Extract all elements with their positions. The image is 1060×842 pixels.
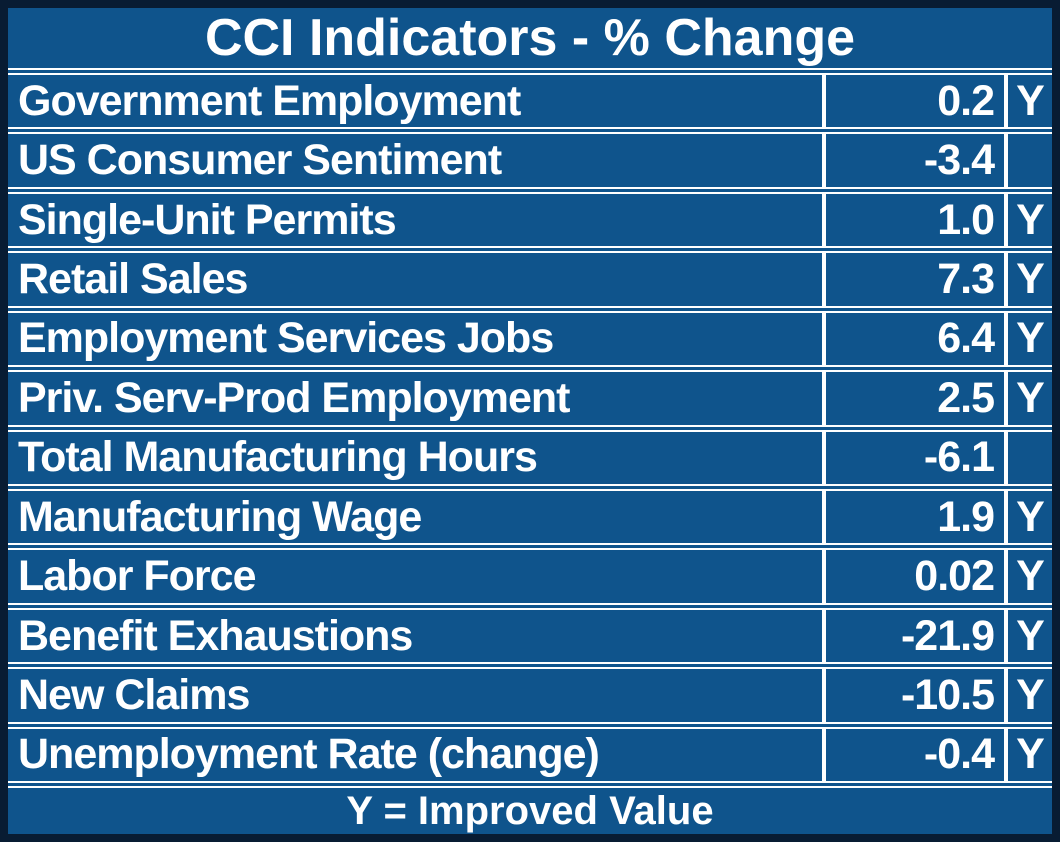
indicator-label: Government Employment (8, 75, 826, 128)
improved-flag: Y (1016, 492, 1045, 541)
indicator-value: 6.4 (826, 312, 1008, 366)
improved-flag: Y (1016, 611, 1045, 660)
indicator-value: 2.5 (826, 372, 1008, 425)
table-row: Manufacturing Wage 1.9 Y (8, 490, 1052, 551)
indicator-label: Employment Services Jobs (8, 312, 826, 366)
indicator-label: Total Manufacturing Hours (8, 431, 826, 484)
indicator-label: Priv. Serv-Prod Employment (8, 372, 826, 425)
table-row: Single-Unit Permits 1.0 Y (8, 193, 1052, 254)
indicator-value: -10.5 (826, 669, 1008, 722)
table-row: Retail Sales 7.3 Y (8, 253, 1052, 313)
indicator-value: 7.3 (826, 253, 1008, 306)
improved-flag (1008, 134, 1052, 186)
table-row: Priv. Serv-Prod Employment 2.5 Y (8, 372, 1052, 432)
indicator-value: -6.1 (826, 431, 1008, 484)
indicator-label: Manufacturing Wage (8, 490, 826, 544)
table-row: US Consumer Sentiment -3.4 (8, 134, 1052, 194)
indicator-label: Benefit Exhaustions (8, 609, 826, 663)
table-row: Unemployment Rate (change) -0.4 Y (8, 728, 1052, 789)
improved-flag: Y (1016, 552, 1045, 601)
table-title: CCI Indicators - % Change (8, 8, 1052, 75)
improved-flag: Y (1016, 76, 1045, 125)
improved-flag: Y (1016, 195, 1045, 244)
table-row: Total Manufacturing Hours -6.1 (8, 431, 1052, 491)
table-row: New Claims -10.5 Y (8, 669, 1052, 729)
indicator-label: Single-Unit Permits (8, 193, 826, 247)
table-legend-note: Y = Improved Value (346, 788, 714, 833)
table-row: Employment Services Jobs 6.4 Y (8, 312, 1052, 373)
indicator-label: US Consumer Sentiment (8, 134, 826, 187)
indicator-value: 0.2 (826, 75, 1008, 128)
indicator-label: Labor Force (8, 550, 826, 603)
indicator-label: New Claims (8, 669, 826, 722)
improved-flag: Y (1016, 314, 1045, 363)
table-row: Benefit Exhaustions -21.9 Y (8, 609, 1052, 670)
table-row: Government Employment 0.2 Y (8, 75, 1052, 135)
indicator-label: Retail Sales (8, 253, 826, 306)
indicator-value: -3.4 (826, 134, 1008, 187)
improved-flag: Y (1016, 373, 1045, 422)
improved-flag: Y (1016, 670, 1045, 719)
indicator-value: 1.0 (826, 193, 1008, 247)
indicator-value: 1.9 (826, 490, 1008, 544)
indicator-label: Unemployment Rate (change) (8, 728, 826, 782)
improved-flag: Y (1016, 730, 1045, 779)
indicator-value: -0.4 (826, 728, 1008, 782)
indicator-value: 0.02 (826, 550, 1008, 603)
improved-flag: Y (1016, 254, 1045, 303)
indicator-value: -21.9 (826, 609, 1008, 663)
table-row: Labor Force 0.02 Y (8, 550, 1052, 610)
improved-flag (1008, 432, 1052, 484)
